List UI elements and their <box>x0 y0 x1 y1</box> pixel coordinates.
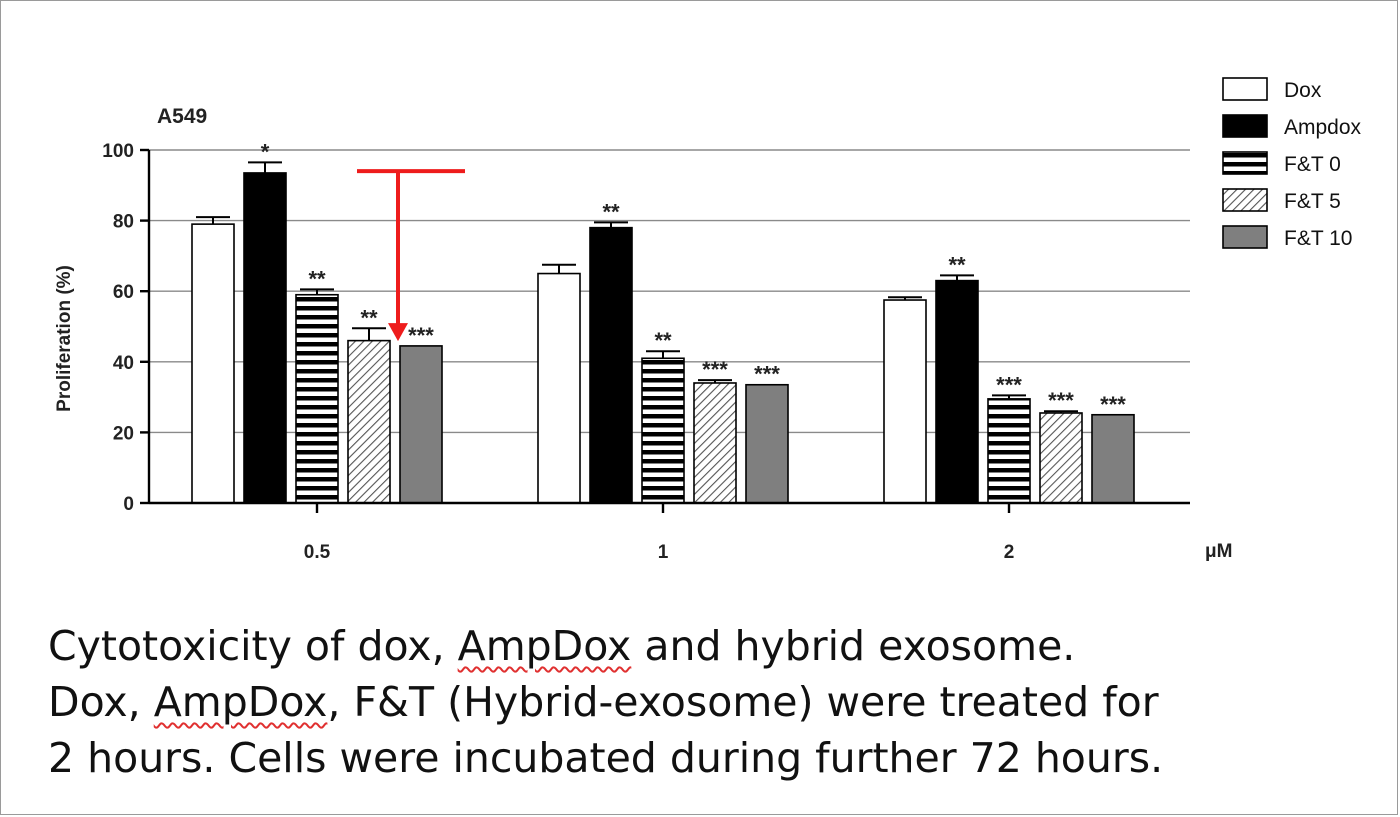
y-tick-label: 0 <box>123 494 134 515</box>
bar-ampdox-1 <box>589 226 633 504</box>
bar-f-t-0-0.5 <box>295 293 339 504</box>
caption-line-1: Cytotoxicity of dox, AmpDox and hybrid e… <box>48 622 1075 670</box>
x-tick-label: 1 <box>658 542 669 563</box>
bar-dox-0.5 <box>191 223 235 504</box>
bar-ampdox-2 <box>935 279 979 504</box>
arrow-head <box>388 323 408 342</box>
bar-f-t-5-1 <box>693 382 737 504</box>
bars <box>191 161 1135 504</box>
bar-f-t-0-2 <box>987 398 1031 504</box>
y-tick-label: 80 <box>113 212 134 233</box>
legend-swatch-ampdox <box>1222 114 1268 138</box>
legend: Dox Ampdox F&T 0 F&T 5 F&T 10 <box>1222 77 1362 250</box>
significance-label: *** <box>408 323 434 348</box>
significance-label: *** <box>754 362 780 387</box>
bar-f-t-5-2 <box>1039 412 1083 504</box>
x-tick-label: 2 <box>1004 542 1015 563</box>
x-tick-label: 0.5 <box>304 542 331 563</box>
significance-label: *** <box>1100 392 1126 417</box>
bar-chart: *****************************02040608010… <box>54 77 1362 563</box>
caption-text: , F&T (Hybrid-exosome) were treated for <box>327 678 1159 726</box>
significance-label: * <box>261 139 270 164</box>
axes <box>140 148 1190 513</box>
legend-label: F&T 10 <box>1284 227 1352 250</box>
significance-label: ** <box>654 328 672 353</box>
significance-label: ** <box>948 252 966 277</box>
annotation <box>357 169 465 342</box>
significance-label: *** <box>702 357 728 382</box>
legend-swatch-f-t-0 <box>1222 151 1268 175</box>
legend-swatch-f-t-5 <box>1222 188 1268 212</box>
figure-caption: Cytotoxicity of dox, AmpDox and hybrid e… <box>48 618 1378 786</box>
caption-line-3: 2 hours. Cells were incubated during fur… <box>48 734 1163 782</box>
y-tick-label: 20 <box>113 423 134 444</box>
spellcheck-word: AmpDox <box>153 678 328 726</box>
caption-text: Dox, <box>48 678 154 726</box>
bar-dox-1 <box>537 272 581 504</box>
bar-f-t-0-1 <box>641 357 685 504</box>
y-tick-label: 100 <box>102 141 134 162</box>
caption-text: and hybrid exosome. <box>631 622 1076 670</box>
x-unit-label: μM <box>1205 541 1232 562</box>
spellcheck-word: AmpDox <box>457 622 632 670</box>
significance-label: *** <box>996 372 1022 397</box>
caption-text: 2 hours. Cells were incubated during fur… <box>48 734 1164 782</box>
caption-text: Cytotoxicity of dox, <box>48 622 458 670</box>
bar-f-t-10-0.5 <box>399 345 443 504</box>
caption-line-2: Dox, AmpDox, F&T (Hybrid-exosome) were t… <box>48 678 1159 726</box>
legend-swatch-f-t-10 <box>1222 225 1268 249</box>
legend-swatch-dox <box>1222 77 1268 101</box>
legend-label: F&T 5 <box>1284 190 1341 213</box>
bar-dox-2 <box>883 299 927 504</box>
significance-label: ** <box>308 266 326 291</box>
legend-label: F&T 0 <box>1284 153 1341 176</box>
significance-label: *** <box>1048 388 1074 413</box>
y-tick-label: 40 <box>113 353 134 374</box>
y-tick-label: 60 <box>113 282 134 303</box>
significance-label: ** <box>602 199 620 224</box>
significance-label: ** <box>360 305 378 330</box>
bar-f-t-10-2 <box>1091 413 1135 504</box>
legend-label: Ampdox <box>1284 116 1362 139</box>
labels: *****************************02040608010… <box>54 105 1232 563</box>
bar-ampdox-0.5 <box>243 172 287 504</box>
panel-label: A549 <box>157 105 207 128</box>
bar-f-t-10-1 <box>745 383 789 504</box>
bar-f-t-5-0.5 <box>347 339 391 504</box>
legend-label: Dox <box>1284 79 1322 102</box>
y-axis-title: Proliferation (%) <box>54 265 75 412</box>
